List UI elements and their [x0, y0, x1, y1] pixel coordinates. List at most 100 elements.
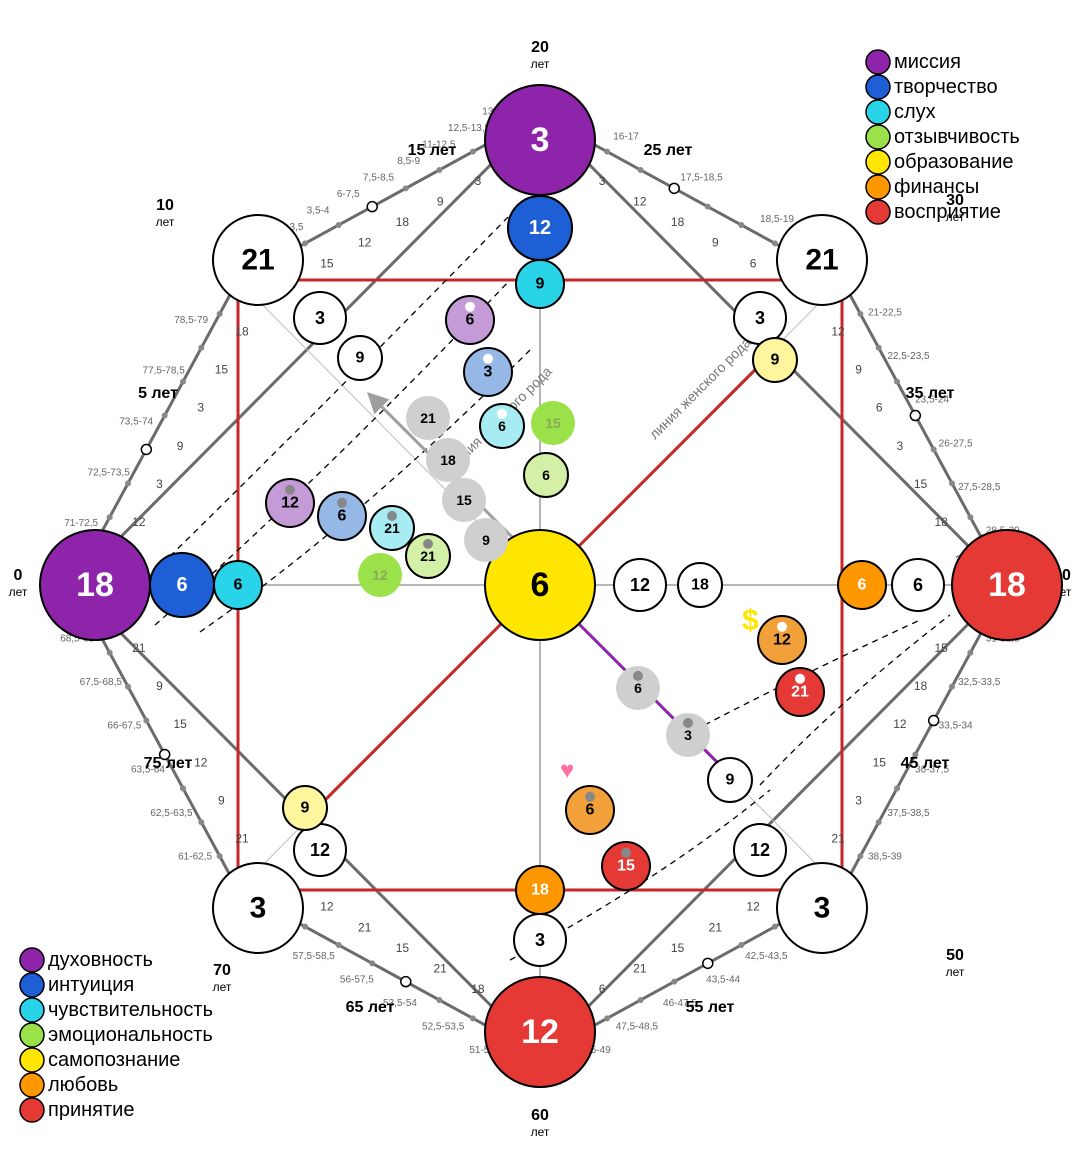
tick-label: 21	[433, 962, 447, 976]
tick-sublabel: 38,5-39	[868, 851, 902, 862]
tick-label: 18	[396, 215, 410, 229]
age-marker: 65 лет	[346, 999, 395, 1016]
svg-text:9: 9	[356, 350, 365, 367]
age-marker: 20	[531, 39, 549, 56]
age-marker: 35 лет	[906, 385, 955, 402]
svg-text:9: 9	[726, 772, 735, 789]
matrix-node: 15	[442, 478, 486, 522]
tick-label: 6	[599, 982, 606, 996]
age-marker: 15 лет	[408, 142, 457, 159]
tick-label: 3	[599, 174, 606, 188]
tick-sublabel: 62,5-63,5	[150, 808, 193, 819]
tick-sublabel: 56-57,5	[340, 975, 374, 986]
age-marker-sub: лет	[531, 1125, 550, 1139]
tick-label: 3	[197, 401, 204, 415]
matrix-node: 6	[480, 404, 524, 448]
svg-text:9: 9	[482, 532, 490, 548]
matrix-node: 6	[446, 296, 494, 344]
tick-sublabel: 72,5-73,5	[88, 467, 131, 478]
svg-text:18: 18	[76, 566, 114, 604]
age-marker: 60	[531, 1107, 549, 1124]
svg-text:15: 15	[545, 415, 561, 431]
age-marker: 10	[156, 197, 174, 214]
tick-sublabel: 32,5-33,5	[958, 677, 1001, 688]
tick-label: 21	[831, 832, 845, 846]
svg-text:18: 18	[691, 577, 709, 594]
tick-sublabel: 71-72,5	[64, 518, 98, 529]
legend-label: чувствительность	[48, 999, 213, 1021]
tick-sublabel: 78,5-79	[174, 315, 208, 326]
legend-label: миссия	[894, 51, 961, 73]
tick-label: 15	[873, 755, 887, 769]
svg-text:12: 12	[281, 495, 299, 512]
svg-text:6: 6	[338, 508, 347, 525]
svg-text:12: 12	[630, 575, 650, 595]
svg-text:3: 3	[315, 308, 325, 328]
tick-sublabel: 33,5-34	[939, 721, 973, 732]
legend-label: принятие	[48, 1099, 134, 1121]
matrix-node: 9	[753, 338, 797, 382]
matrix-node: 3	[485, 85, 595, 195]
tick-sublabel: 66-67,5	[107, 721, 141, 732]
tick-label: 9	[156, 679, 163, 693]
legend-label: отзывчивость	[894, 126, 1020, 148]
tick-label: 9	[218, 793, 225, 807]
matrix-node: 18	[678, 563, 722, 607]
tick-sublabel: 52,5-53,5	[422, 1022, 465, 1033]
matrix-node: 3	[777, 863, 867, 953]
svg-text:21: 21	[384, 520, 400, 536]
matrix-node: 15	[531, 401, 575, 445]
tick-sublabel: 61-62,5	[178, 851, 212, 862]
matrix-node: 21	[406, 534, 450, 578]
svg-text:3: 3	[535, 930, 545, 950]
svg-text:18: 18	[440, 452, 456, 468]
matrix-node: 6	[838, 561, 886, 609]
tick-label: 18	[471, 982, 485, 996]
svg-text:12: 12	[372, 567, 388, 583]
legend-label: образование	[894, 151, 1014, 173]
matrix-node: 6	[214, 561, 262, 609]
svg-text:21: 21	[791, 684, 809, 701]
matrix-node: 3	[464, 348, 512, 396]
tick-sublabel: 26-27,5	[939, 438, 973, 449]
svg-text:18: 18	[531, 882, 549, 899]
matrix-node: 3	[666, 713, 710, 757]
svg-text:9: 9	[536, 276, 545, 293]
matrix-node: 9	[338, 336, 382, 380]
matrix-node: 6	[524, 453, 568, 497]
tick-sublabel: 42,5-43,5	[745, 951, 788, 962]
svg-text:21: 21	[420, 410, 436, 426]
tick-sublabel: 27,5-28,5	[958, 482, 1001, 493]
svg-text:12: 12	[750, 840, 770, 860]
matrix-node: 3	[514, 914, 566, 966]
age-marker: 0	[14, 567, 23, 584]
age-marker: 5 лет	[138, 385, 178, 402]
svg-text:21: 21	[420, 548, 436, 564]
svg-text:15: 15	[617, 858, 635, 875]
matrix-node: 15	[602, 842, 650, 890]
tick-label: 21	[709, 920, 723, 934]
tick-sublabel: 18,5-19	[760, 214, 794, 225]
svg-text:12: 12	[521, 1013, 559, 1051]
svg-text:12: 12	[529, 217, 551, 239]
svg-text:3: 3	[755, 308, 765, 328]
legend-label: самопознание	[48, 1049, 180, 1071]
legend-label: эмоциональность	[48, 1024, 213, 1046]
tick-label: 15	[396, 941, 410, 955]
tick-label: 18	[914, 679, 928, 693]
tick-label: 15	[671, 941, 685, 955]
matrix-node: 3	[294, 292, 346, 344]
tick-sublabel: 12,5-13,5	[448, 123, 491, 134]
matrix-node: 3	[213, 863, 303, 953]
svg-text:6: 6	[176, 574, 187, 596]
svg-text:6: 6	[634, 680, 642, 696]
matrix-node: 6	[318, 492, 366, 540]
matrix-diagram: линия женского родалиния мужского рода21…	[0, 0, 1080, 1170]
age-marker: 25 лет	[644, 142, 693, 159]
matrix-node: 21	[777, 215, 867, 305]
matrix-node: 6	[892, 559, 944, 611]
svg-text:6: 6	[858, 577, 867, 594]
matrix-node: 21	[776, 668, 824, 716]
tick-sublabel: 21-22,5	[868, 308, 902, 319]
svg-text:3: 3	[484, 364, 493, 381]
